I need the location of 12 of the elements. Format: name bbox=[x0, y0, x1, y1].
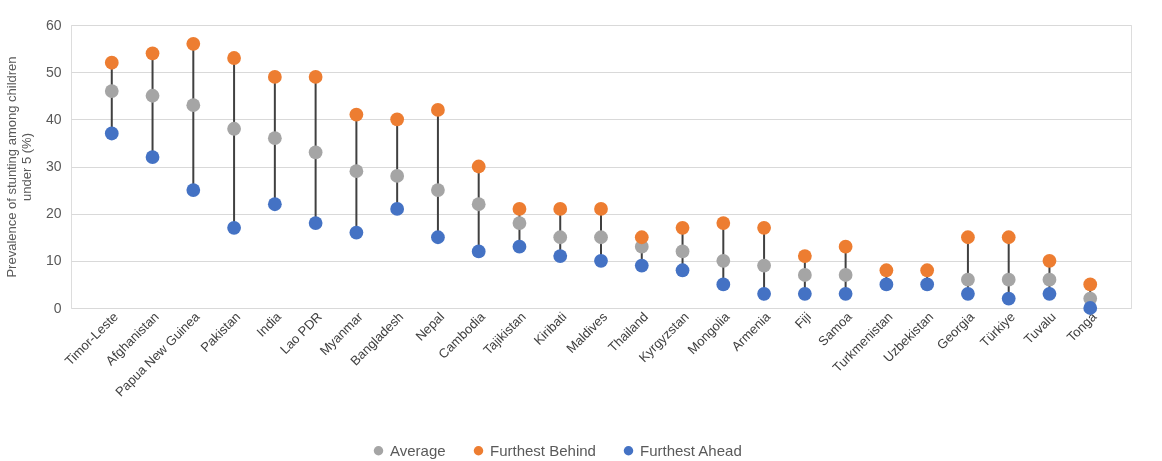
y-tick-label: 40 bbox=[45, 110, 62, 127]
y-tick-label: 60 bbox=[45, 16, 62, 33]
legend-label: Furthest Ahead bbox=[640, 441, 742, 459]
legend-label: Average bbox=[390, 441, 446, 459]
legend-label: Furthest Behind bbox=[490, 441, 596, 459]
y-tick-label: 20 bbox=[45, 205, 62, 222]
x-tick-label: Fiji bbox=[791, 309, 815, 332]
y-tick-label: 50 bbox=[45, 63, 62, 80]
y-axis-title: Prevalence of stunting among children under 5 (%) bbox=[3, 56, 34, 278]
y-tick-label: 30 bbox=[45, 158, 62, 174]
y-tick-label: 0 bbox=[53, 299, 62, 316]
y-tick-label: 10 bbox=[45, 252, 62, 269]
